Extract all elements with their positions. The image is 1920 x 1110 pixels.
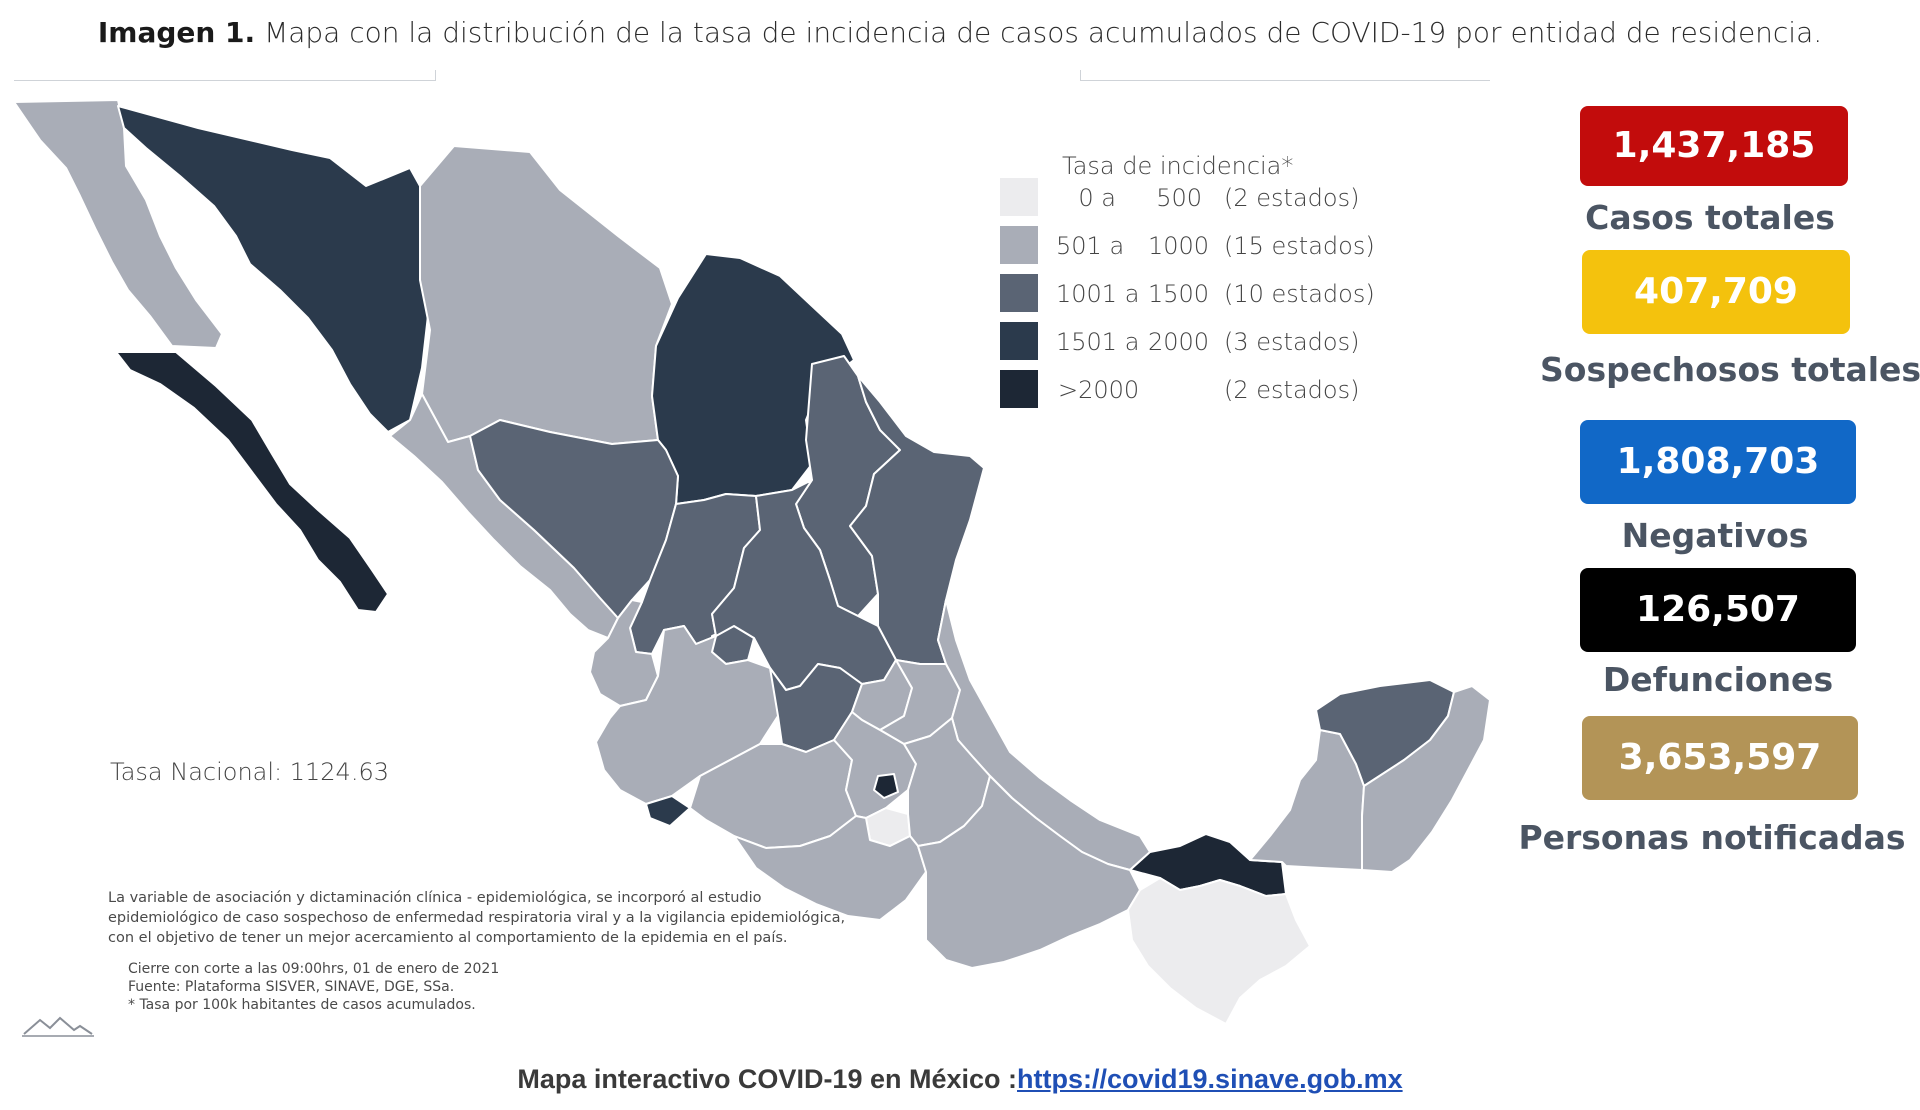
state-baja-california[interactable] [13, 99, 223, 349]
negatives-box: 1,808,703 [1580, 420, 1856, 504]
legend-row: >2000 (2 estados) [1000, 370, 1400, 410]
legend-swatch [1000, 322, 1038, 360]
note-line: La variable de asociación y dictaminació… [108, 890, 762, 906]
state-guerrero[interactable] [733, 815, 927, 921]
state-campeche[interactable] [1249, 729, 1365, 871]
legend-row: 0 a 500 (2 estados) [1000, 178, 1400, 218]
notified-label: Personas notificadas [1518, 818, 1906, 857]
negatives-value: 1,808,703 [1616, 441, 1820, 482]
legend-title: Tasa de incidencia* [1062, 152, 1294, 180]
footer: Mapa interactivo COVID-19 en México :htt… [0, 1064, 1920, 1095]
legend-min: >2000 [1058, 376, 1140, 404]
legend-max: 500 [1156, 184, 1202, 212]
legend-max: 1500 [1148, 280, 1210, 308]
note-line: con el objetivo de tener un mejor acerca… [108, 930, 788, 946]
deaths-box: 126,507 [1580, 568, 1856, 652]
state-durango[interactable] [469, 419, 679, 619]
deaths-value: 126,507 [1636, 589, 1800, 630]
legend-count: (2 estados) [1224, 376, 1360, 404]
caption-text: Mapa con la distribución de la tasa de i… [255, 16, 1823, 49]
state-colima[interactable] [645, 795, 691, 827]
national-rate-label: Tasa Nacional: 1124.63 [110, 758, 389, 786]
state-nayarit[interactable] [589, 599, 659, 707]
state-oaxaca[interactable] [917, 775, 1141, 969]
mexico-choropleth-map [13, 99, 1491, 1025]
methodology-notes: La variable de asociación y dictaminació… [108, 888, 845, 1014]
deaths-label: Defunciones [1602, 660, 1834, 699]
legend-min: 501 a [1056, 232, 1125, 260]
legend-max: 2000 [1148, 328, 1210, 356]
figure-caption: Imagen 1. Mapa con la distribución de la… [0, 16, 1920, 49]
total-cases-label: Casos totales [1585, 198, 1835, 237]
legend-min: 1001 a [1056, 280, 1140, 308]
legend-min: 1501 a [1056, 328, 1140, 356]
legend-count: (10 estados) [1224, 280, 1375, 308]
notified-box: 3,653,597 [1582, 716, 1858, 800]
state-quintana-roo[interactable] [1361, 685, 1491, 873]
interactive-map-link[interactable]: https://covid19.sinave.gob.mx [1017, 1064, 1403, 1094]
legend-count: (2 estados) [1224, 184, 1360, 212]
caption-label: Imagen 1. [97, 16, 256, 49]
source-note: Fuente: Plataforma SISVER, SINAVE, DGE, … [128, 979, 455, 995]
state-chihuahua[interactable] [419, 145, 673, 445]
negatives-label: Negativos [1621, 516, 1809, 555]
mountain-logo-icon [22, 1016, 94, 1037]
rate-footnote: * Tasa por 100k habitantes de casos acum… [128, 997, 476, 1013]
total-cases-value: 1,437,185 [1612, 125, 1816, 166]
footer-text: Mapa interactivo COVID-19 en México : [517, 1064, 1018, 1094]
state-ciudad-de-mexico[interactable] [873, 773, 899, 799]
legend-min: 0 a [1078, 184, 1116, 212]
legend-swatch [1000, 370, 1038, 408]
header-rule-right [1080, 70, 1490, 81]
cutoff-note: Cierre con corte a las 09:00hrs, 01 de e… [128, 961, 500, 977]
legend-count: (3 estados) [1224, 328, 1360, 356]
legend-count: (15 estados) [1224, 232, 1375, 260]
suspected-label: Sospechosos totales [1540, 350, 1920, 389]
legend-swatch [1000, 274, 1038, 312]
state-baja-california-sur[interactable] [115, 351, 389, 613]
state-sonora[interactable] [117, 105, 431, 433]
legend-row: 501 a 1000 (15 estados) [1000, 226, 1400, 266]
legend-row: 1501 a 2000 (3 estados) [1000, 322, 1400, 362]
notified-value: 3,653,597 [1618, 737, 1822, 778]
legend-swatch [1000, 178, 1038, 216]
total-cases-box: 1,437,185 [1580, 106, 1848, 186]
note-line: epidemiológico de caso sospechoso de enf… [108, 910, 846, 926]
legend-row: 1001 a 1500 (10 estados) [1000, 274, 1400, 314]
suspected-box: 407,709 [1582, 250, 1850, 334]
legend-swatch [1000, 226, 1038, 264]
suspected-value: 407,709 [1634, 271, 1798, 312]
header-rule-left [14, 70, 436, 81]
state-chiapas[interactable] [1127, 877, 1311, 1025]
legend-max: 1000 [1148, 232, 1210, 260]
